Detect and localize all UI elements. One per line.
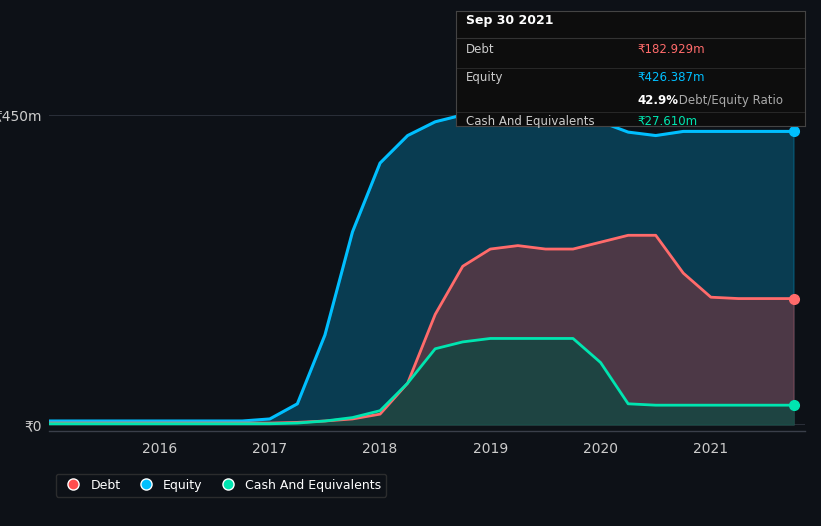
Text: Debt: Debt [466,43,495,56]
Text: Debt/Equity Ratio: Debt/Equity Ratio [676,94,783,107]
Text: ₹27.610m: ₹27.610m [637,115,697,128]
Text: 42.9%: 42.9% [637,94,678,107]
Text: Cash And Equivalents: Cash And Equivalents [466,115,594,128]
Text: ₹182.929m: ₹182.929m [637,43,704,56]
Text: ₹426.387m: ₹426.387m [637,70,704,84]
Legend: Debt, Equity, Cash And Equivalents: Debt, Equity, Cash And Equivalents [56,473,386,497]
Text: Sep 30 2021: Sep 30 2021 [466,14,553,27]
Text: Equity: Equity [466,70,503,84]
